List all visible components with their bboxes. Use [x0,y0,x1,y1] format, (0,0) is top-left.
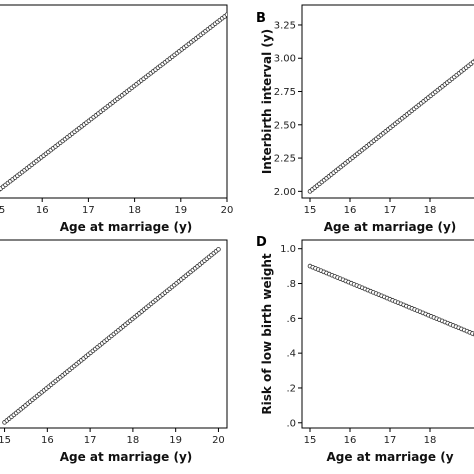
y-tick-label: 2.50 [274,120,296,131]
y-tick: .8 [286,279,302,290]
data-point [216,247,221,252]
panel-letter: B [256,11,266,26]
data-point [224,12,227,17]
data-series [2,247,221,425]
x-tick-label: 17 [384,435,397,446]
y-tick-label: 2.75 [274,87,296,98]
x-tick-label: 20 [212,435,225,446]
y-tick-label: .4 [286,349,296,360]
x-tick: 17 [384,428,397,446]
panel-3: 15 16 17 18 19 20 Age at marriage (y) [0,239,228,464]
y-tick-label: .6 [286,314,296,325]
y-tick-label: 1.0 [280,244,296,255]
x-tick-label: 19 [169,435,182,446]
x-tick: 18 [127,428,140,446]
plot-frame [301,239,474,429]
x-tick: 15 [0,428,11,446]
y-tick: 2.75 [274,87,302,98]
x-tick-label: 18 [424,435,437,446]
x-tick: 18 [424,428,437,446]
data-series [0,12,227,193]
x-tick: 15 [304,198,317,216]
y-tick: .4 [286,349,302,360]
x-tick-label: 16 [344,435,357,446]
x-tick-label: 17 [82,205,95,216]
x-tick: 18 [128,198,141,216]
y-tick-label: 2.25 [274,154,296,165]
panel-letter: D [256,235,267,250]
panel-1: 16 17 18 19 20 5 Age at marriage (y) [0,4,234,234]
x-tick: 16 [344,198,357,216]
y-tick: 2.50 [274,120,302,131]
y-tick: 1.0 [280,244,302,255]
x-tick: 18 [424,198,437,216]
y-tick-label: 3.25 [274,20,296,31]
y-tick: 2.25 [274,154,302,165]
x-tick: 16 [41,428,54,446]
plot-frame [0,239,228,429]
x-tick: 19 [169,428,182,446]
plot-frame [0,4,228,199]
x-tick-label: 16 [36,205,49,216]
x-tick-label: 15 [304,205,317,216]
data-series [307,263,474,337]
x-tick-label: 17 [384,205,397,216]
y-tick: .2 [286,383,302,394]
y-tick: 2.00 [274,187,302,198]
x-tick-label: 18 [424,205,437,216]
plot-frame [301,4,474,199]
x-tick-label: 16 [344,205,357,216]
y-tick-label: .2 [286,383,296,394]
x-tick: 16 [344,428,357,446]
x-axis-title: Age at marriage (y [326,450,453,464]
x-tick: 17 [384,198,397,216]
x-tick-label: 17 [84,435,97,446]
x-tick-label: 20 [221,205,234,216]
x-tick-label: 16 [41,435,54,446]
x-axis-title: Age at marriage (y) [60,450,193,464]
x-tick: 20 [221,198,234,216]
x-tick: 19 [174,198,187,216]
y-tick: .0 [286,418,302,429]
y-tick-label: .0 [286,418,296,429]
panel-4: 15 16 17 18 .0 .2 .4 .6 .8 1.0 Age at marriage (y R… [256,235,474,464]
y-tick: 3.00 [274,54,302,65]
x-tick: 16 [36,198,49,216]
x-tick-label-partial: 5 [0,205,5,216]
y-tick-label: .8 [286,279,296,290]
y-tick-label: 3.00 [274,54,296,65]
y-axis-title: Interbirth interval (y) [260,29,274,174]
x-tick-label: 19 [174,205,187,216]
x-tick-label: 18 [127,435,140,446]
x-tick-label: 15 [304,435,317,446]
x-tick-label: 15 [0,435,11,446]
data-series [307,58,474,194]
x-tick: 17 [84,428,97,446]
x-tick: 15 [304,428,317,446]
y-tick-label: 2.00 [274,187,296,198]
panel-2: 15 16 17 18 2.00 2.25 2.50 2.75 3.00 3.25 Age at m… [256,4,474,234]
y-tick: .6 [286,314,302,325]
y-axis-title: Risk of low birth weight [260,253,274,414]
x-tick: 20 [212,428,225,446]
x-axis-title: Age at marriage (y) [324,220,457,234]
data-point [470,59,474,65]
x-tick: 5 [0,205,5,216]
x-tick-label: 18 [128,205,141,216]
x-axis-title: Age at marriage (y) [60,220,193,234]
x-tick: 17 [82,198,95,216]
y-tick: 3.25 [274,20,302,31]
